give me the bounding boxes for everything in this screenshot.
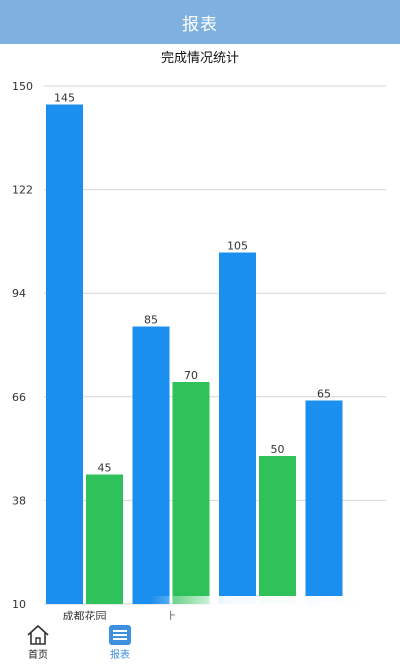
- bar: [259, 456, 296, 604]
- data-label: 145: [54, 92, 75, 105]
- x-tick-label: 上: [166, 610, 177, 620]
- page-title: 报表: [182, 14, 218, 35]
- data-label: 45: [98, 462, 112, 475]
- nav-home[interactable]: 首页: [8, 622, 68, 666]
- nav-home-label: 首页: [28, 650, 48, 661]
- y-tick-label: 10: [12, 598, 26, 611]
- bar: [305, 400, 343, 604]
- y-tick-label: 94: [12, 287, 26, 300]
- bar: [219, 252, 256, 604]
- y-tick-label: 66: [12, 391, 26, 404]
- data-label: 70: [184, 369, 198, 382]
- y-tick-label: 122: [12, 184, 33, 197]
- data-label: 105: [227, 240, 248, 253]
- bar: [46, 104, 83, 604]
- app-header: 报表: [0, 0, 400, 44]
- data-label: 50: [271, 443, 285, 456]
- y-tick-label: 38: [12, 494, 26, 507]
- x-tick-label: 成都花园: [63, 610, 107, 620]
- data-label: 85: [144, 314, 158, 327]
- bar: [132, 326, 170, 604]
- data-label: 65: [317, 388, 331, 401]
- bar: [172, 382, 210, 604]
- chart-title: 完成情况统计: [160, 51, 239, 66]
- nav-report[interactable]: 报表: [90, 622, 150, 666]
- bar: [86, 474, 123, 604]
- report-icon: [109, 625, 131, 645]
- nav-report-label: 报表: [110, 650, 130, 661]
- bar-chart: 10 38 66 94 122 150 145 45 成都花园 85 70 上 105 50 65: [12, 80, 386, 620]
- bottom-nav: 首页 报表: [0, 620, 400, 666]
- y-tick-label: 150: [12, 80, 33, 93]
- home-icon: [27, 624, 49, 645]
